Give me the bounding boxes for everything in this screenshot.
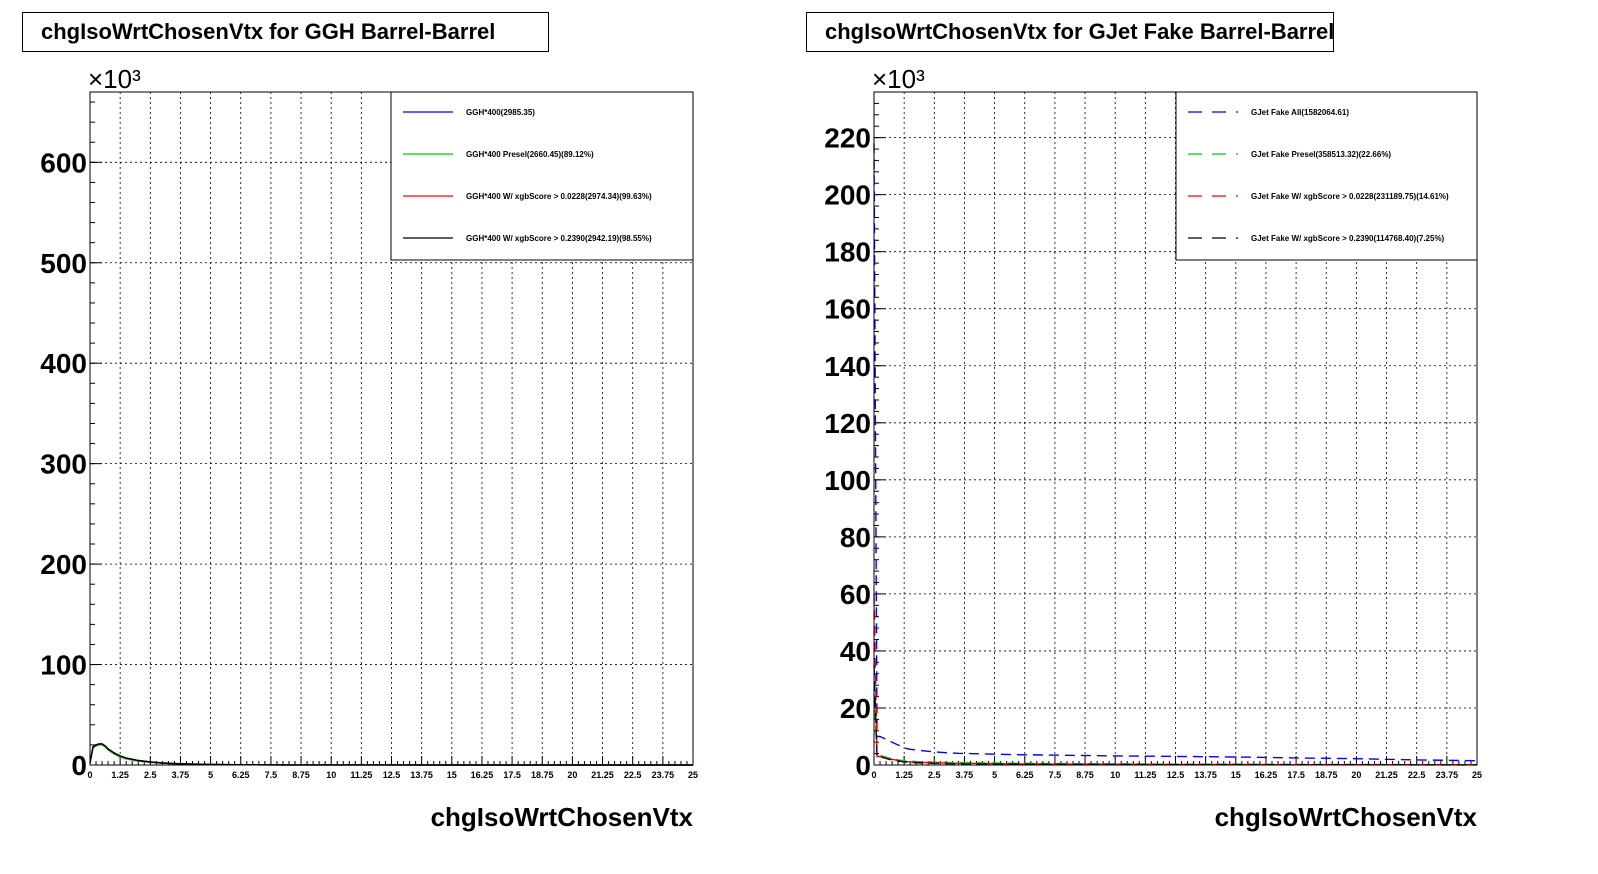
- x-tick-label: 10: [326, 770, 336, 780]
- x-tick-label: 15: [1231, 770, 1241, 780]
- x-tick-label: 18.75: [531, 770, 554, 780]
- x-tick-label: 22.5: [1408, 770, 1426, 780]
- x-tick-label: 7.5: [1049, 770, 1062, 780]
- x-tick-label: 22.5: [624, 770, 642, 780]
- y-tick-label: 200: [824, 180, 871, 211]
- x-tick-label: 3.75: [956, 770, 974, 780]
- y-tick-label: 20: [840, 693, 871, 724]
- x-tick-label: 5: [208, 770, 213, 780]
- x-tick-label: 21.25: [591, 770, 614, 780]
- chart-title: chgIsoWrtChosenVtx for GJet Fake Barrel-…: [806, 12, 1334, 52]
- legend-entry: GJet Fake Presel(358513.32)(22.66%): [1251, 150, 1391, 159]
- y-tick-label: 100: [40, 650, 87, 681]
- legend-entry: GJet Fake All(1582064.61): [1251, 108, 1349, 117]
- y-tick-label: 120: [824, 408, 871, 439]
- x-tick-label: 6.25: [232, 770, 250, 780]
- y-tick-label: 60: [840, 579, 871, 610]
- x-tick-label: 6.25: [1016, 770, 1034, 780]
- x-tick-label: 10: [1110, 770, 1120, 780]
- chart-ggh: 0 1.25 2.5 3.75 5 6.25 7.5 8.75 10 11.25 12.5 13.75…: [40, 64, 698, 832]
- chart-title: chgIsoWrtChosenVtx for GGH Barrel-Barrel: [22, 12, 549, 52]
- x-axis-title: chgIsoWrtChosenVtx: [1215, 802, 1478, 832]
- y-tick-label: 140: [824, 351, 871, 382]
- y-tick-label: 40: [840, 636, 871, 667]
- x-tick-label: 2.5: [144, 770, 157, 780]
- chart-gjet: 0 1.25 2.5 3.75 5 6.25 7.5 8.75 10 11.25 12.5 13.75…: [824, 64, 1482, 832]
- y-tick-label: 160: [824, 294, 871, 325]
- legend-entry: GGH*400(2985.35): [466, 108, 535, 117]
- legend-entry: GGH*400 Presel(2660.45)(89.12%): [466, 150, 594, 159]
- y-tick-label: 100: [824, 465, 871, 496]
- x-axis-title: chgIsoWrtChosenVtx: [431, 802, 694, 832]
- legend-entry: GGH*400 W/ xgbScore > 0.0228(2974.34)(99…: [466, 192, 652, 201]
- y-tick-label: 0: [855, 750, 871, 781]
- x-tick-label: 17.5: [503, 770, 521, 780]
- x-tick-label: 23.75: [1436, 770, 1459, 780]
- y-tick-label: 200: [40, 549, 87, 580]
- x-tick-label: 16.25: [471, 770, 494, 780]
- x-tick-label: 13.75: [1194, 770, 1217, 780]
- x-tick-label: 8.75: [1076, 770, 1094, 780]
- y-tick-label: 220: [824, 123, 871, 154]
- x-tick-label: 20: [1351, 770, 1361, 780]
- y-exponent-label: ×10³: [88, 64, 141, 94]
- legend-entry: GJet Fake W/ xgbScore > 0.0228(231189.75…: [1251, 192, 1449, 201]
- legend-box: [1175, 91, 1478, 261]
- y-tick-label: 500: [40, 248, 87, 279]
- chart-panel-gjet: chgIsoWrtChosenVtx for GJet Fake Barrel-…: [790, 0, 1580, 874]
- x-tick-label: 8.75: [292, 770, 310, 780]
- y-tick-label: 80: [840, 522, 871, 553]
- x-tick-label: 21.25: [1375, 770, 1398, 780]
- y-tick-label: 180: [824, 237, 871, 268]
- y-tick-label: 400: [40, 348, 87, 379]
- x-tick-label: 25: [688, 770, 698, 780]
- x-tick-label: 17.5: [1287, 770, 1305, 780]
- y-tick-label: 600: [40, 147, 87, 178]
- x-tick-label: 15: [447, 770, 457, 780]
- x-tick-label: 25: [1472, 770, 1482, 780]
- legend-entry: GJet Fake W/ xgbScore > 0.2390(114768.40…: [1251, 234, 1445, 243]
- x-tick-label: 2.5: [928, 770, 941, 780]
- x-tick-label: 16.25: [1255, 770, 1278, 780]
- x-tick-label: 0: [87, 770, 92, 780]
- x-tick-label: 1.25: [895, 770, 913, 780]
- legend-box: [390, 91, 694, 261]
- y-tick-label: 0: [71, 750, 87, 781]
- x-tick-label: 0: [871, 770, 876, 780]
- chart-panel-ggh: chgIsoWrtChosenVtx for GGH Barrel-Barrel…: [0, 0, 790, 874]
- x-tick-label: 13.75: [410, 770, 433, 780]
- series-line: [873, 143, 1478, 762]
- legend-entry: GGH*400 W/ xgbScore > 0.2390(2942.19)(98…: [466, 234, 652, 243]
- x-tick-label: 11.25: [1134, 770, 1156, 780]
- y-tick-label: 300: [40, 449, 87, 480]
- x-tick-label: 11.25: [350, 770, 372, 780]
- x-tick-label: 1.25: [111, 770, 129, 780]
- x-tick-label: 20: [567, 770, 577, 780]
- x-tick-label: 12.5: [383, 770, 401, 780]
- x-tick-label: 5: [992, 770, 997, 780]
- x-tick-label: 18.75: [1315, 770, 1338, 780]
- x-tick-label: 7.5: [265, 770, 278, 780]
- x-tick-label: 3.75: [172, 770, 190, 780]
- x-tick-label: 12.5: [1167, 770, 1185, 780]
- x-tick-label: 23.75: [652, 770, 675, 780]
- y-exponent-label: ×10³: [872, 64, 925, 94]
